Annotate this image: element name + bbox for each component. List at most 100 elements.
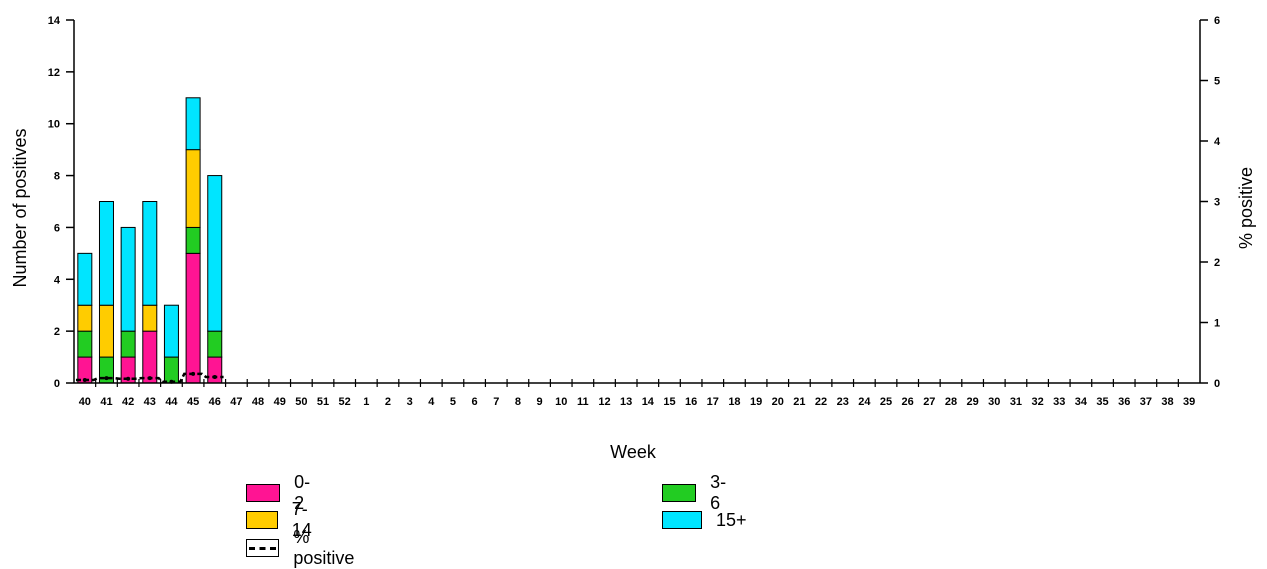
bar-segment-7-14-week-40 — [77, 304, 93, 332]
bar-segment-3-6-week-42 — [120, 330, 136, 358]
x-tick-label: 30 — [988, 396, 1000, 408]
legend-swatch-7-14 — [246, 511, 278, 529]
x-tick-label: 28 — [945, 396, 957, 408]
x-tick-label: 44 — [165, 396, 178, 408]
x-tick-label: 50 — [295, 396, 307, 408]
y-tick-label: 12 — [48, 67, 60, 79]
legend-label-0-2: 0-2 — [294, 472, 311, 513]
percent-positive-point — [191, 371, 196, 376]
x-tick-label: 45 — [187, 396, 199, 408]
y2-tick-label: 5 — [1214, 76, 1220, 88]
x-tick-label: 12 — [598, 396, 610, 408]
x-tick-label: 13 — [620, 396, 632, 408]
legend-label-7-14: 7-14 — [291, 499, 312, 540]
x-tick-label: 23 — [837, 396, 849, 408]
legend-item-7-14: 7-14 — [246, 499, 320, 540]
x-tick-label: 46 — [209, 396, 221, 408]
x-tick-label: 36 — [1118, 396, 1130, 408]
y2-tick-label: 2 — [1214, 257, 1220, 269]
y-axis-title: Number of positives — [10, 128, 30, 287]
x-tick-label: 29 — [967, 396, 979, 408]
y-tick-label: 14 — [48, 15, 61, 27]
x-tick-label: 33 — [1053, 396, 1065, 408]
x-tick-label: 49 — [274, 396, 286, 408]
x-tick-label: 1 — [363, 396, 369, 408]
x-tick-label: 27 — [923, 396, 935, 408]
x-tick-label: 20 — [772, 396, 784, 408]
y2-tick-label: 6 — [1214, 15, 1220, 27]
legend-item-3-6: 3-6 — [662, 472, 732, 513]
legend-swatch-0-2 — [246, 484, 281, 502]
x-tick-label: 37 — [1140, 396, 1152, 408]
legend-item-15-plus: 15+ — [662, 509, 747, 531]
bar-segment-7-14-week-45 — [185, 149, 201, 228]
legend-item-percent-positive: % positive — [246, 527, 361, 568]
x-tick-label: 40 — [79, 396, 91, 408]
x-tick-label: 21 — [793, 396, 805, 408]
x-tick-label: 2 — [385, 396, 391, 408]
bar-segment-0-2-week-43 — [142, 330, 158, 384]
x-tick-label: 3 — [407, 396, 413, 408]
x-tick-label: 41 — [100, 396, 112, 408]
y-tick-label: 8 — [54, 171, 60, 183]
bar-segment-7-14-week-41 — [98, 304, 114, 358]
legend-label-percent-positive: % positive — [293, 527, 355, 568]
bar-segment-15--week-41 — [98, 201, 114, 306]
x-tick-label: 7 — [493, 396, 499, 408]
y2-tick-label: 0 — [1214, 378, 1220, 390]
legend-item-0-2: 0-2 — [246, 472, 316, 513]
x-tick-label: 19 — [750, 396, 762, 408]
x-tick-label: 4 — [428, 396, 435, 408]
x-tick-label: 32 — [1031, 396, 1043, 408]
bar-segment-15--week-43 — [142, 201, 158, 306]
y-tick-label: 2 — [54, 326, 60, 338]
x-tick-label: 24 — [858, 396, 871, 408]
y-tick-label: 0 — [54, 378, 60, 390]
x-tick-label: 38 — [1161, 396, 1173, 408]
x-tick-label: 16 — [685, 396, 697, 408]
x-tick-label: 8 — [515, 396, 521, 408]
bar-segment-3-6-week-40 — [77, 330, 93, 358]
x-tick-label: 47 — [230, 396, 242, 408]
bar-segment-3-6-week-44 — [163, 356, 179, 384]
legend-swatch-percent-positive — [246, 539, 280, 557]
y2-tick-label: 3 — [1214, 197, 1220, 209]
legend-label-3-6: 3-6 — [710, 472, 727, 513]
bar-segment-0-2-week-45 — [185, 252, 201, 384]
bar-segment-15--week-46 — [207, 175, 223, 332]
bar-segment-15--week-42 — [120, 226, 136, 332]
percent-positive-point — [82, 377, 87, 382]
x-tick-label: 48 — [252, 396, 264, 408]
x-tick-label: 34 — [1075, 396, 1088, 408]
y-tick-label: 6 — [54, 222, 60, 234]
x-tick-label: 42 — [122, 396, 134, 408]
bar-segment-15--week-44 — [163, 304, 179, 358]
bar-segment-0-2-week-46 — [207, 356, 223, 384]
x-tick-label: 14 — [642, 396, 655, 408]
y-tick-label: 10 — [48, 119, 60, 131]
bar-segment-15--week-45 — [185, 97, 201, 151]
x-tick-label: 31 — [1010, 396, 1022, 408]
legend-label-15-plus: 15+ — [716, 509, 747, 530]
bar-segment-15--week-40 — [77, 252, 93, 306]
x-tick-label: 52 — [339, 396, 351, 408]
x-tick-label: 5 — [450, 396, 456, 408]
percent-positive-point — [147, 376, 152, 381]
x-tick-label: 10 — [555, 396, 567, 408]
x-tick-label: 39 — [1183, 396, 1195, 408]
x-tick-label: 25 — [880, 396, 892, 408]
x-tick-label: 9 — [536, 396, 542, 408]
percent-positive-line-layer — [76, 371, 224, 384]
x-tick-label: 17 — [707, 396, 719, 408]
bar-segment-3-6-week-45 — [185, 226, 201, 254]
percent-positive-point — [126, 376, 131, 381]
x-tick-label: 18 — [728, 396, 740, 408]
x-tick-label: 35 — [1096, 396, 1108, 408]
x-tick-label: 26 — [902, 396, 914, 408]
percent-positive-point — [104, 376, 109, 381]
bar-segment-7-14-week-43 — [142, 304, 158, 332]
legend-swatch-15-plus — [662, 511, 702, 529]
x-tick-label: 15 — [663, 396, 675, 408]
x-tick-label: 43 — [144, 396, 156, 408]
